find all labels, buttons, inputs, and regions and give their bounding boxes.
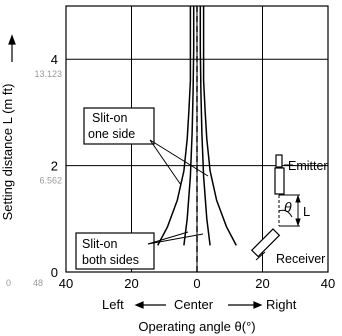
svg-text:one side: one side	[88, 127, 135, 141]
x-tick-label-0: 40	[59, 276, 73, 291]
svg-text:Slit-on: Slit-on	[82, 237, 117, 251]
y-sub-label-0: 48	[33, 278, 43, 288]
x-tick-label-3: 20	[255, 276, 269, 291]
y-tick-sub-2: 13.123	[34, 69, 62, 79]
L-label: L	[303, 204, 310, 219]
receiver-icon	[250, 228, 281, 261]
y-axis-arrow	[8, 34, 16, 62]
y-axis-title: Setting distance L (m ft)	[0, 84, 15, 221]
receiver-label: Receiver	[276, 252, 325, 266]
x-tick-label-4: 40	[321, 276, 335, 291]
annotation-one-side: Slit-on one side	[83, 107, 209, 186]
x-tick-label-1: 20	[124, 276, 138, 291]
y-tick-label-1: 2	[51, 159, 58, 174]
emitter-icon	[274, 154, 293, 195]
annotation-both-sides: Slit-on both sides	[75, 231, 204, 270]
series-group	[157, 6, 237, 272]
y-tick-sub-1: 6.562	[39, 176, 62, 186]
direction-left: Left	[102, 297, 124, 312]
y-tick-sub-0: 0	[6, 278, 11, 288]
series-line-0	[157, 6, 192, 246]
emitter-label: Emitter	[288, 159, 328, 173]
direction-arrows	[134, 301, 263, 309]
series-line-3	[199, 6, 211, 246]
beam-guides	[278, 194, 301, 227]
svg-text:Setting distance L (m ft): Setting distance L (m ft)	[0, 84, 15, 221]
x-axis-title: Operating angle θ(°)	[138, 319, 255, 334]
direction-right: Right	[266, 297, 297, 312]
x-tick-label-2: 0	[193, 276, 200, 291]
y-tick-label-2: 4	[51, 52, 58, 67]
svg-text:both sides: both sides	[82, 253, 139, 267]
svg-text:Slit-on: Slit-on	[92, 111, 127, 125]
series-line-1	[202, 6, 237, 246]
direction-center: Center	[174, 297, 214, 312]
y-axis-title-text: Setting distance L (m ft)	[0, 84, 15, 221]
y-tick-label-0: 0	[51, 265, 58, 280]
theta-label: θ	[284, 199, 292, 215]
series-line-2	[183, 6, 195, 246]
